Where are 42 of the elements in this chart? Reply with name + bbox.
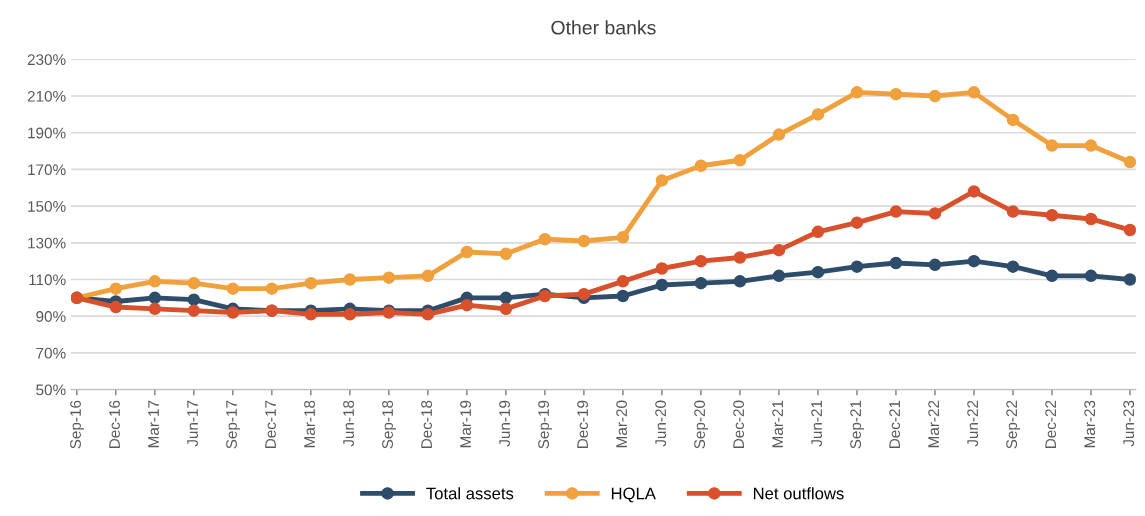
y-tick-label: 170% (28, 164, 66, 176)
x-tick-label: Mar-23 (1084, 400, 1096, 448)
y-tick-label: 230% (27, 54, 66, 66)
y-tick-label: 70% (36, 347, 66, 359)
x-tick-label: Mar-20 (616, 400, 628, 448)
x-tick-label: Dec-20 (733, 400, 745, 448)
x-tick-label: Sep-17 (226, 400, 240, 449)
x-tick-label: Mar-21 (772, 400, 784, 448)
x-tick-label: Dec-19 (577, 400, 589, 448)
x-tick-label: Jun-22 (967, 400, 979, 447)
y-tick-label: 50% (36, 384, 66, 396)
x-tick-label: Dec-16 (109, 400, 120, 448)
x-tick-label: Sep-19 (538, 400, 553, 449)
x-tick-label: Jun-19 (499, 400, 510, 447)
y-tick-label: 210% (27, 90, 66, 102)
x-tick-label: Jun-21 (811, 400, 823, 447)
x-tick-label: Mar-19 (460, 400, 471, 448)
y-tick-label: 130% (28, 237, 66, 249)
x-tick-label: Jun-18 (343, 400, 354, 447)
x-tick-label: Dec-21 (889, 400, 901, 448)
y-tick-label: 150% (28, 200, 66, 212)
legend-label: Net outflows (753, 487, 844, 500)
x-tick-label: Sep-18 (382, 400, 397, 449)
y-tick-label: 90% (36, 311, 66, 322)
x-tick-label: Mar-18 (304, 400, 315, 448)
y-tick-label: 190% (28, 127, 66, 139)
x-tick-label: Mar-17 (148, 400, 159, 448)
x-tick-label: Jun-17 (187, 400, 198, 447)
y-tick-label: 110% (29, 274, 66, 286)
x-tick-label: Sep-22 (1006, 400, 1021, 449)
chart-title: Other banks (551, 20, 656, 35)
x-tick-label: Dec-17 (265, 400, 276, 448)
x-tick-label: Mar-22 (928, 400, 940, 448)
x-tick-label: Dec-18 (421, 400, 432, 448)
x-tick-label: Dec-22 (1045, 400, 1057, 448)
x-tick-label: Sep-20 (694, 400, 709, 449)
x-tick-label: Jun-20 (655, 400, 667, 447)
legend-label: Total assets (426, 487, 514, 500)
x-tick-label: Sep-16 (70, 400, 84, 449)
legend-label: HQLA (611, 487, 656, 503)
x-tick-label: Jun-23 (1123, 400, 1135, 447)
x-tick-label: Sep-21 (850, 400, 865, 449)
